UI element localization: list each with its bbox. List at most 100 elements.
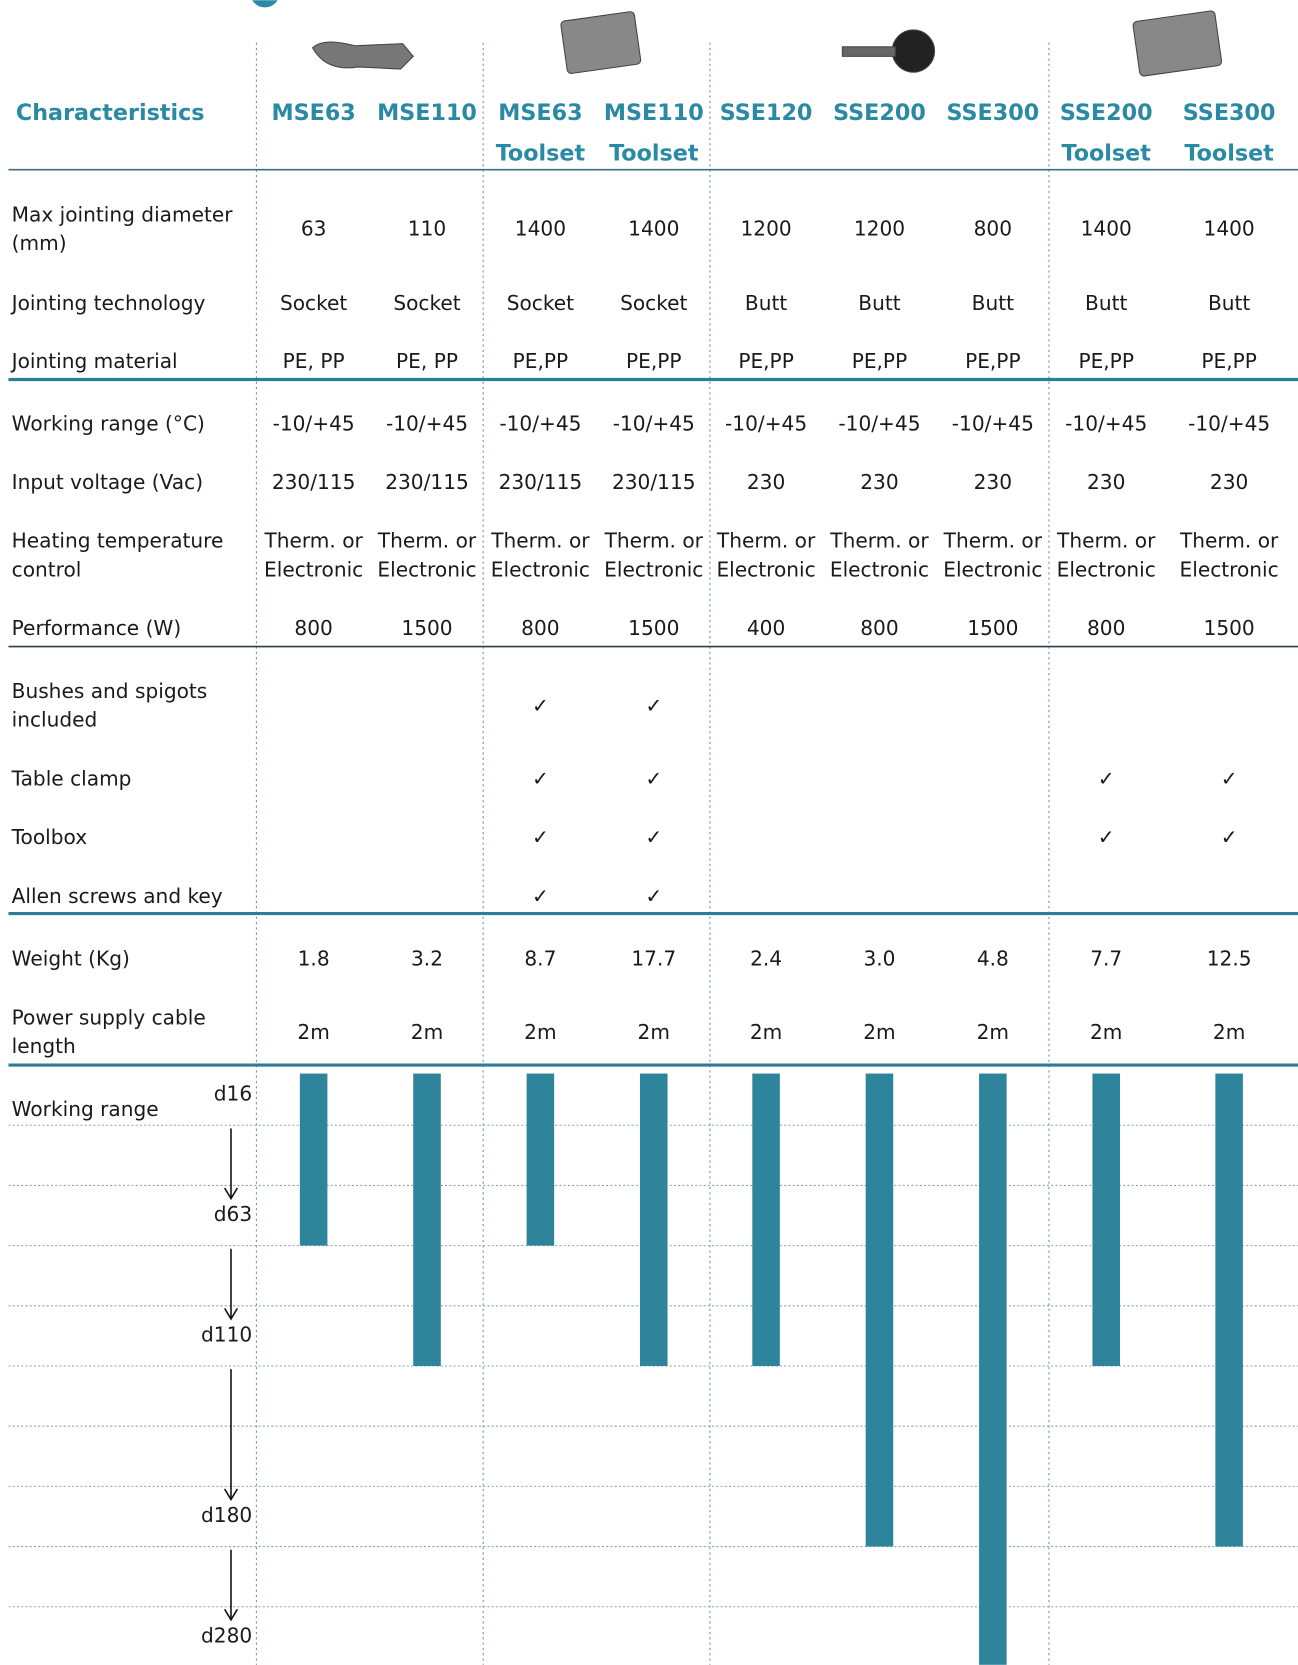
row-label: Jointing technology <box>10 291 206 315</box>
cell-value: ✓ <box>532 825 549 849</box>
product-name: Toolset <box>609 140 699 166</box>
cell-value: Therm. or <box>716 529 816 553</box>
cell-value: -10/+45 <box>613 412 695 436</box>
range-tick-label: d110 <box>201 1322 252 1346</box>
row-label: Table clamp <box>11 767 132 791</box>
product-name: SSE200 <box>833 100 926 126</box>
arrow-head <box>223 1187 239 1201</box>
cell-value: 110 <box>408 217 446 241</box>
row-label: Input voltage (Vac) <box>12 470 203 494</box>
cell-value: Electronic <box>264 557 363 581</box>
cell-value: 230/115 <box>612 470 696 494</box>
image-mse <box>311 41 414 70</box>
range-bar <box>413 1073 441 1367</box>
cell-value: Therm. or <box>263 529 363 553</box>
range-bar <box>299 1073 328 1246</box>
cell-value: 230 <box>747 470 785 494</box>
cell-value: 1400 <box>628 217 679 241</box>
cell-value: PE,PP <box>738 349 794 373</box>
cell-value: 230/115 <box>499 470 583 494</box>
cell-value: Electronic <box>716 557 815 581</box>
arrow-head <box>223 1488 239 1502</box>
product-name: SSE120 <box>720 100 813 126</box>
cell-value: Therm. or <box>943 529 1043 553</box>
cell-value: ✓ <box>1098 767 1115 791</box>
cell-value: Socket <box>620 291 687 315</box>
cell-value: 2m <box>411 1020 443 1044</box>
product-name: Toolset <box>1184 140 1274 166</box>
cell-value: 2m <box>524 1020 556 1044</box>
range-tick-label: d180 <box>201 1503 252 1527</box>
cell-value: Electronic <box>377 557 476 581</box>
cell-value: 2.4 <box>750 947 782 971</box>
cell-value: 3.0 <box>863 947 895 971</box>
cell-value: Electronic <box>943 557 1042 581</box>
cell-value: 800 <box>294 616 332 640</box>
cell-value: PE,PP <box>1201 349 1257 373</box>
row-label: length <box>12 1034 76 1058</box>
row-label: Jointing material <box>10 349 178 373</box>
row-label: Allen screws and key <box>12 884 223 908</box>
product-name: MSE110 <box>604 100 704 126</box>
cell-value: ✓ <box>1098 825 1115 849</box>
row-label: Max jointing diameter <box>12 202 234 226</box>
cell-value: 230 <box>974 470 1012 494</box>
range-bar <box>639 1073 668 1367</box>
cell-value: 3.2 <box>411 947 443 971</box>
range-bar <box>526 1073 555 1246</box>
row-label: Working range (°C) <box>12 412 205 436</box>
row-label: Power supply cable <box>12 1005 206 1029</box>
cell-value: -10/+45 <box>838 412 920 436</box>
cell-value: ✓ <box>1221 767 1238 791</box>
cell-value: Electronic <box>1057 557 1156 581</box>
cell-value: 230 <box>860 470 898 494</box>
cell-value: 7.7 <box>1090 947 1122 971</box>
header-title: Characteristics <box>16 100 205 126</box>
row-label: Performance (W) <box>12 616 182 640</box>
range-bar <box>1092 1073 1120 1367</box>
cell-value: 2m <box>1090 1020 1122 1044</box>
product-name: Toolset <box>496 140 586 166</box>
cell-value: ✓ <box>532 767 549 791</box>
cell-value: 230 <box>1087 470 1125 494</box>
row-label: Weight (Kg) <box>12 947 130 971</box>
cell-value: -10/+45 <box>952 412 1034 436</box>
cell-value: 230/115 <box>272 470 356 494</box>
cell-value: 2m <box>863 1020 895 1044</box>
cell-value: 1400 <box>515 217 566 241</box>
range-bar <box>865 1073 894 1547</box>
range-bar <box>752 1073 780 1367</box>
arrow-head <box>223 1307 239 1321</box>
cell-value: ✓ <box>532 693 549 717</box>
range-bar <box>979 1073 1007 1665</box>
cell-value: 230 <box>1210 470 1248 494</box>
cell-value: -10/+45 <box>273 412 355 436</box>
cell-value: 230/115 <box>385 470 469 494</box>
logo-fragment <box>252 0 278 8</box>
product-name: Toolset <box>1062 140 1152 166</box>
cell-value: 1500 <box>628 616 679 640</box>
cell-value: 1500 <box>967 616 1018 640</box>
cell-value: 12.5 <box>1207 947 1252 971</box>
cell-value: 1400 <box>1204 217 1255 241</box>
range-tick-label: d280 <box>201 1623 252 1647</box>
cell-value: Electronic <box>1180 557 1279 581</box>
cell-value: 400 <box>747 616 785 640</box>
range-tick-label: d16 <box>214 1082 252 1106</box>
product-name: MSE110 <box>377 100 477 126</box>
cell-value: 2m <box>638 1020 670 1044</box>
row-label: included <box>12 708 98 732</box>
cell-value: Butt <box>858 291 900 315</box>
range-tick-label: d63 <box>214 1202 252 1226</box>
row-label: control <box>12 557 82 581</box>
cell-value: -10/+45 <box>1188 412 1270 436</box>
cell-value: -10/+45 <box>386 412 468 436</box>
cell-value: 8.7 <box>524 947 556 971</box>
arrow-head <box>223 1608 239 1622</box>
row-label: Working range <box>12 1097 159 1121</box>
cell-value: PE, PP <box>396 349 458 373</box>
cell-value: ✓ <box>1221 825 1238 849</box>
cell-value: 800 <box>974 217 1012 241</box>
row-label: Bushes and spigots <box>12 679 208 703</box>
